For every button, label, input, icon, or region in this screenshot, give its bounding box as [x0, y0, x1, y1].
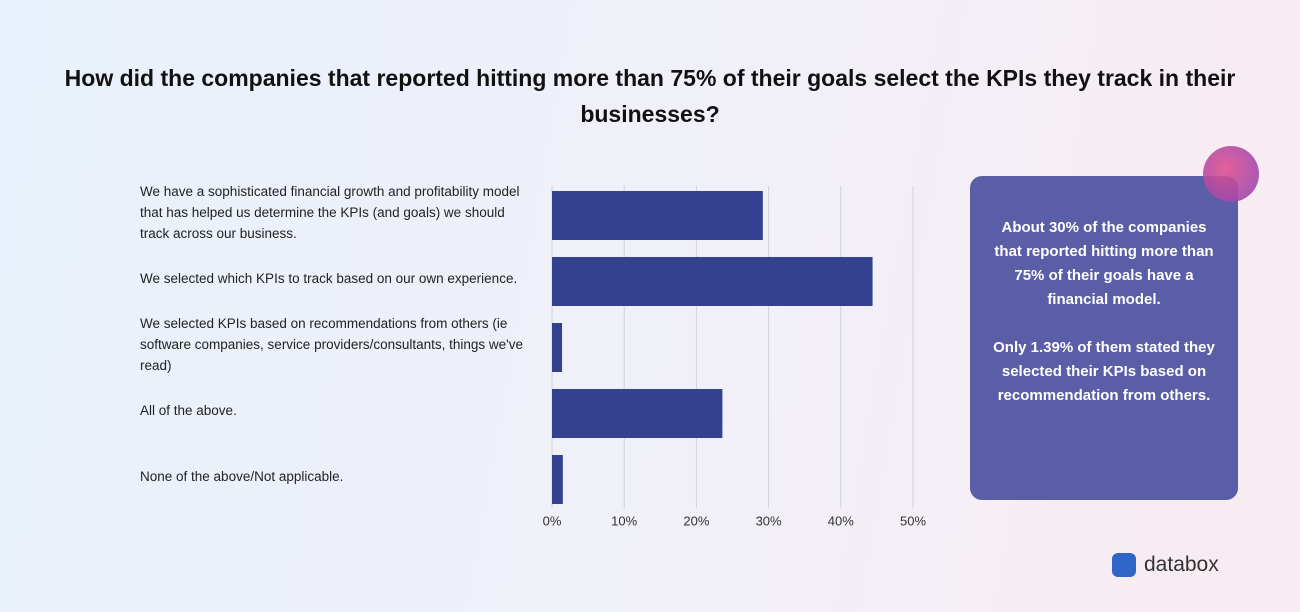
chart-title: How did the companies that reported hitt… [64, 65, 1236, 127]
x-tick-label: 30% [756, 513, 782, 528]
category-label: We have a sophisticated financial growth… [140, 184, 520, 241]
logo-icon [1112, 553, 1136, 577]
callout: About 30% of the companies that reported… [970, 176, 1238, 500]
category-label: We selected KPIs based on recommendation… [140, 316, 524, 373]
bar [552, 191, 763, 240]
bar [552, 323, 563, 372]
annotation: Only 1.39% of them stated they selected … [993, 339, 1215, 404]
category-label: None of the above/Not applicable. [140, 469, 344, 484]
category-label: All of the above. [140, 403, 237, 418]
x-tick-label: 20% [683, 513, 709, 528]
x-tick-label: 50% [900, 513, 926, 528]
annotation: About 30% of the companies that reported… [994, 219, 1214, 308]
bar [552, 257, 873, 306]
category-label: We selected which KPIs to track based on… [140, 271, 518, 286]
x-tick-label: 40% [828, 513, 854, 528]
bar [552, 389, 723, 438]
x-tick-label: 10% [611, 513, 637, 528]
bar [552, 455, 563, 504]
logo: databox [1112, 553, 1219, 577]
x-tick-label: 0% [543, 513, 562, 528]
logo-text: databox [1144, 553, 1219, 576]
decoration [1203, 146, 1259, 202]
